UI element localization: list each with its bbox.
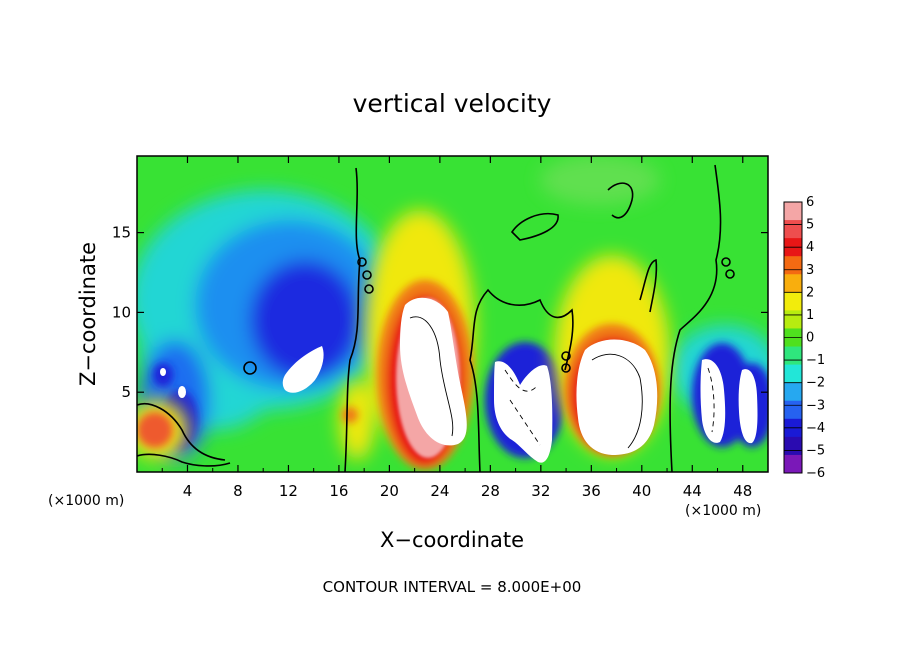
plot-frame (136, 155, 769, 473)
colorbar-tick-label: 5 (806, 218, 814, 233)
colorbar-tick-label: 2 (806, 285, 814, 300)
colorbar-swatch (784, 400, 802, 420)
colorbar-tick-label: −2 (806, 376, 825, 391)
contour-zero-dot-c (364, 284, 374, 294)
colorbar-tick-label: 1 (806, 308, 814, 323)
contour-zero-dot-a (357, 257, 367, 267)
colorbar-tick-label: −1 (806, 353, 825, 368)
contour-zero-dot-h (243, 361, 257, 375)
contour-zero-east (669, 164, 722, 472)
y-tick-label: 10 (112, 303, 131, 321)
colorbar-swatch (784, 292, 802, 311)
colorbar-swatch (784, 382, 802, 402)
core-38 (576, 339, 658, 455)
x-tick-label: 44 (683, 482, 702, 500)
contour-inner-38 (591, 353, 643, 449)
y-tick-label: 5 (121, 383, 131, 401)
contour-zero-loop-c (639, 258, 658, 313)
y-tick-label: 15 (112, 224, 131, 242)
core-3 (178, 386, 186, 398)
x-tick-label: 28 (481, 482, 500, 500)
hot-red-left (137, 412, 173, 448)
y-axis-label: Z−coordinate (76, 242, 100, 386)
colorbar-swatch (784, 364, 802, 384)
contour-zero-loop-b (607, 182, 634, 219)
x-axis: 4 8 12 16 20 24 28 32 36 40 44 48 (161, 156, 752, 500)
chart-title: vertical velocity (353, 89, 552, 118)
x-unit-right: (×1000 m) (685, 503, 761, 519)
colorbar-swatch (784, 454, 802, 474)
colorbar-tick-label: −3 (806, 398, 825, 413)
contour-zero-dot-b (362, 270, 372, 280)
x-tick-label: 36 (582, 482, 601, 500)
contour-zero-loop-a (510, 213, 559, 241)
contour-lines (137, 164, 735, 472)
x-tick-label: 48 (733, 482, 752, 500)
colorbar-swatch (784, 202, 802, 221)
core-45 (700, 359, 726, 443)
colorbar-tick-label: −4 (806, 421, 825, 436)
x-tick-label: 40 (632, 482, 651, 500)
green-upper-east (540, 156, 660, 205)
x-tick-label: 24 (430, 482, 449, 500)
colorbar-tick-label: 3 (806, 263, 814, 278)
colorbar-tick-label: 6 (806, 195, 814, 210)
contour-zero-dot-f (561, 351, 571, 361)
colorbar-tick-label: 4 (806, 240, 814, 255)
colorbar: 6 5 4 3 2 1 0 −1 −2 −3 −4 −5 −6 (783, 195, 825, 481)
contour-zero-dot-d (721, 257, 731, 267)
colorbar-swatch (784, 436, 802, 456)
contour-interval-note: CONTOUR INTERVAL = 8.000E+00 (323, 578, 582, 596)
contour-zero-dot-g (561, 363, 571, 373)
hot-orange-17 (342, 407, 358, 423)
velocity-field (137, 156, 768, 472)
x-tick-label: 32 (531, 482, 550, 500)
contour-zero-west (344, 167, 361, 472)
contour-zero-dot-e (725, 269, 735, 279)
contour-zero-floor (137, 453, 231, 467)
core-31 (494, 361, 553, 463)
x-unit-left: (×1000 m) (48, 493, 124, 509)
colorbar-swatch (784, 274, 802, 293)
x-tick-label: 4 (183, 482, 193, 500)
colorbar-swatch (784, 220, 802, 239)
colorbar-swatch (784, 256, 802, 275)
contour-zero-left (137, 403, 226, 461)
contour-dashed-31 (504, 369, 541, 446)
contour-inner-24 (409, 316, 454, 437)
colorbar-tick-label: −6 (806, 466, 825, 481)
x-tick-label: 12 (279, 482, 298, 500)
colorbar-tick-label: −5 (806, 443, 825, 458)
colorbar-tick-label: 0 (806, 331, 814, 346)
x-axis-label: X−coordinate (380, 528, 524, 552)
colorbar-swatch (784, 310, 802, 329)
x-tick-label: 8 (233, 482, 243, 500)
y-axis: 5 10 15 (112, 224, 768, 401)
core-2 (160, 368, 166, 376)
core-13 (282, 346, 324, 393)
core-48 (738, 369, 758, 444)
contour-zero-center (469, 288, 574, 472)
contour-dashed-45 (707, 367, 715, 433)
colorbar-swatch (784, 346, 802, 365)
downdraft-deep-center (250, 260, 360, 380)
x-tick-label: 16 (329, 482, 348, 500)
x-tick-label: 20 (380, 482, 399, 500)
